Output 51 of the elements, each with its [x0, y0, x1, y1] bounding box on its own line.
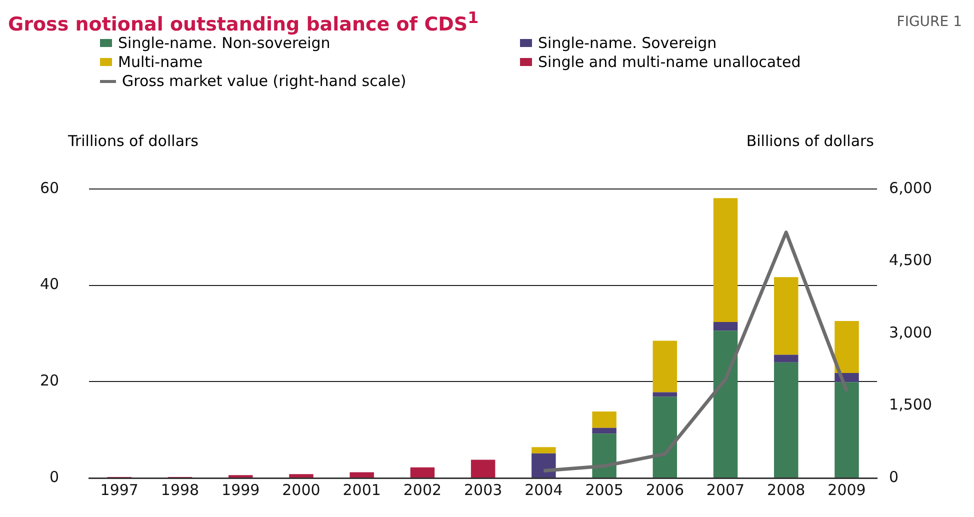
bar	[652, 340, 678, 392]
legend-label: Single-name. Non-sovereign	[118, 34, 330, 52]
x-tick-label: 2005	[585, 480, 624, 499]
bar	[470, 460, 496, 478]
x-tick-label: 2004	[524, 480, 563, 499]
x-tick-label: 2006	[646, 480, 684, 499]
bar	[410, 467, 435, 478]
y2-axis-title: Billions of dollars	[746, 132, 874, 150]
bar	[774, 362, 798, 478]
y-tick-label: 0	[50, 468, 60, 486]
bar	[592, 412, 616, 428]
bar	[350, 472, 374, 478]
bar	[592, 434, 616, 478]
x-tick-label: 2000	[282, 480, 320, 499]
y2-tick-label: 4,500	[889, 251, 932, 270]
bar	[592, 428, 616, 434]
x-tick-label: 1999	[222, 480, 260, 499]
y2-tick-label: 1,500	[889, 396, 932, 414]
bar	[834, 382, 859, 478]
x-tick-label: 1998	[160, 480, 200, 499]
legend-label: Gross market value (right-hand scale)	[122, 72, 406, 90]
x-tick-label: 2002	[403, 480, 442, 499]
bar	[713, 198, 738, 322]
y-axis-title: Trillions of dollars	[68, 132, 198, 150]
x-tick-label: 2008	[767, 480, 806, 499]
bar	[713, 330, 738, 478]
legend-label: Multi-name	[118, 53, 203, 71]
y2-tick-label: 6,000	[889, 178, 932, 197]
legend-label: Single-name. Sovereign	[538, 34, 717, 52]
bar	[532, 447, 556, 454]
y-tick-label: 60	[40, 178, 60, 197]
x-tick-label: 2007	[706, 480, 745, 499]
bar	[652, 392, 678, 397]
y-tick-label: 40	[40, 275, 60, 294]
bar	[713, 322, 738, 331]
legend-label: Single and multi-name unallocated	[538, 53, 801, 71]
caption: FIGURE 1	[896, 14, 962, 30]
bar	[834, 320, 859, 373]
chart-title: Gross notional outstanding balance of CDS$^{1}$	[8, 8, 479, 36]
bar	[532, 453, 556, 478]
y2-tick-label: 0	[889, 468, 899, 486]
bar	[774, 277, 798, 355]
x-tick-label: 1997	[100, 480, 138, 499]
x-tick-label: 2009	[828, 480, 866, 499]
x-tick-label: 2003	[464, 480, 502, 499]
bar	[652, 396, 678, 478]
bar	[289, 474, 314, 478]
bar	[774, 354, 798, 362]
x-tick-label: 2001	[342, 480, 381, 499]
y2-tick-label: 3,000	[889, 323, 932, 342]
y-tick-label: 20	[40, 372, 60, 390]
